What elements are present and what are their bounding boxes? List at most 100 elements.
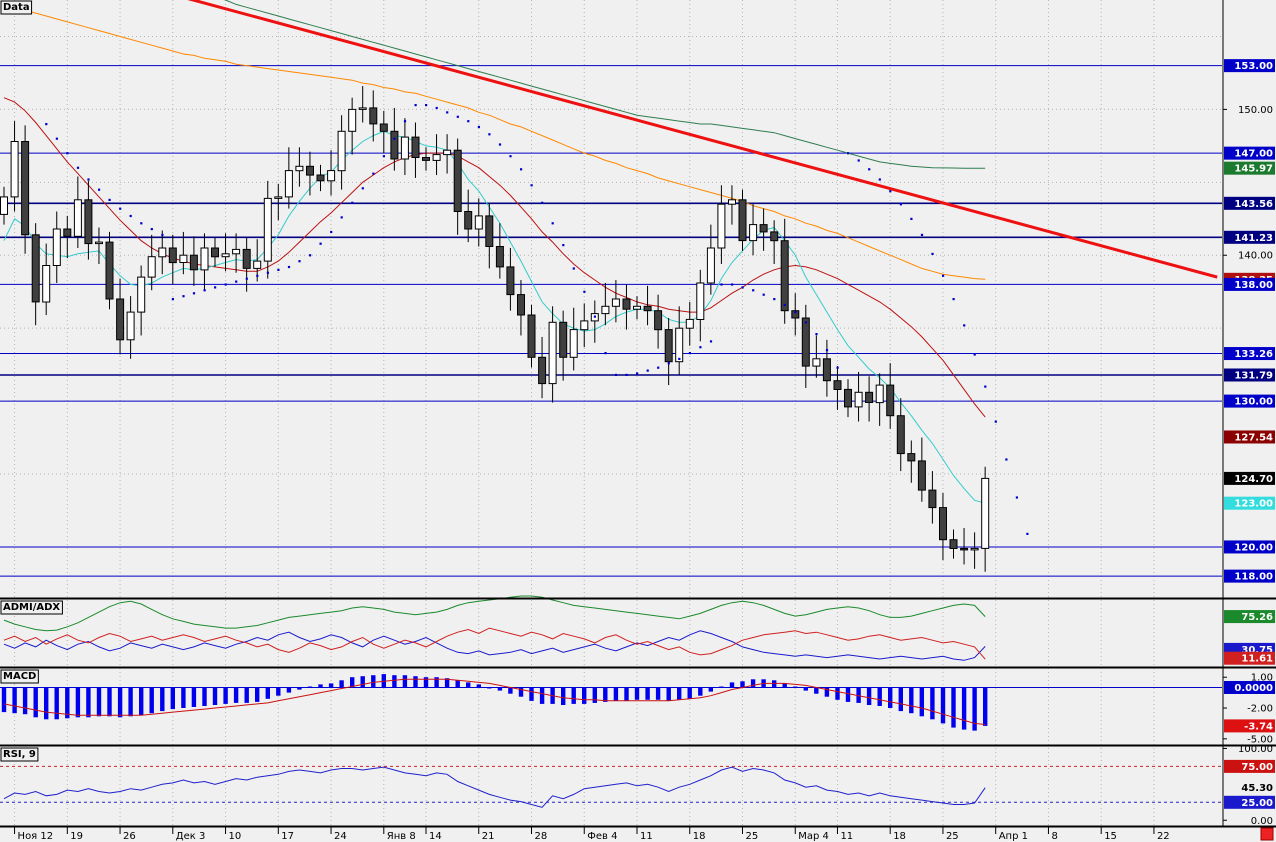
candle-body	[548, 321, 557, 385]
adx-value-label: 30.75	[1241, 645, 1273, 656]
candle-body	[274, 196, 283, 199]
candle-body	[907, 453, 916, 462]
rsi-line	[3, 766, 986, 808]
price-panel[interactable]	[0, 0, 1222, 577]
sar-dot	[351, 201, 354, 204]
macd-bar	[117, 687, 123, 718]
macd-bar	[877, 687, 882, 706]
time-axis-label: 22	[1157, 831, 1170, 842]
ma-long-line	[223, 0, 986, 169]
macd-bar	[592, 687, 597, 703]
candle-body	[939, 507, 947, 541]
candle-body	[559, 321, 568, 358]
price-axis: 150.00 140.00 153.00 147.00 145.97 143.56 141.…	[1223, 0, 1276, 842]
macd-panel[interactable]	[0, 674, 1222, 731]
time-axis-label: Мар 4	[798, 831, 829, 842]
candle-body	[569, 329, 578, 358]
candle-body	[801, 317, 810, 367]
sar-dot	[910, 217, 913, 220]
candle-body	[833, 380, 842, 391]
candle-body	[200, 247, 209, 271]
candle-body	[780, 240, 789, 312]
time-axis-label: 18	[893, 831, 906, 842]
candle-body	[232, 248, 241, 255]
candle-body	[960, 547, 969, 551]
sar-dot	[741, 286, 744, 289]
sar-dot	[678, 357, 681, 360]
macd-bar	[339, 680, 344, 688]
macd-bar	[286, 687, 292, 693]
price-level-label-bg	[1224, 394, 1275, 408]
price-level-label: 118.00	[1234, 572, 1273, 583]
candle-body	[928, 489, 937, 509]
adx-value-label-bg	[1224, 610, 1275, 624]
rsi-tick-label: 100.00	[1238, 744, 1273, 755]
candle-body	[422, 157, 430, 161]
macd-bar	[708, 687, 713, 692]
macd-bar	[655, 687, 661, 700]
macd-bar	[392, 675, 397, 688]
rsi-panel[interactable]	[0, 765, 1222, 808]
sar-dot	[899, 203, 902, 206]
candle-body	[875, 384, 884, 404]
price-level-label: 133.26	[1234, 349, 1273, 360]
candle-body	[770, 231, 779, 242]
sar-dot	[942, 274, 945, 277]
macd-bar	[350, 677, 355, 688]
sar-dot	[604, 352, 607, 355]
candle-body	[896, 415, 905, 455]
sar-dot	[340, 216, 343, 219]
candle-body	[116, 298, 125, 341]
macd-bar	[866, 687, 872, 705]
sar-dot	[836, 366, 839, 369]
candle-body	[654, 310, 663, 331]
sar-dot	[551, 222, 554, 225]
rsi-level-label-bg	[1224, 759, 1275, 773]
macd-bar	[297, 687, 302, 690]
candle-body	[464, 211, 473, 230]
macd-bar	[328, 683, 334, 688]
sar-dot	[372, 172, 375, 175]
sar-dot	[382, 155, 385, 158]
sar-dot	[488, 133, 491, 136]
macd-bar	[212, 687, 218, 705]
macd-bar	[255, 687, 260, 702]
candle-body	[253, 260, 262, 269]
price-level-label-bg	[1224, 277, 1275, 291]
macd-bar	[1, 687, 7, 713]
time-axis-label: 15	[1104, 831, 1117, 842]
time-axis-label: 14	[429, 831, 442, 842]
price-level-label: 131.79	[1234, 370, 1273, 381]
sar-dot	[446, 111, 449, 114]
macd-value-label-bg	[1224, 719, 1275, 733]
candle-body	[105, 241, 114, 300]
sar-dot	[1015, 496, 1018, 499]
macd-bar	[951, 687, 956, 728]
macd-bar	[423, 677, 429, 688]
candle-body	[527, 314, 536, 358]
macd-bar	[561, 687, 566, 705]
sar-dot	[920, 233, 924, 236]
candle-body	[295, 165, 304, 172]
sar-dot	[625, 373, 628, 376]
rsi-panel-title-box	[0, 747, 39, 762]
macd-bar	[624, 687, 629, 701]
sar-dot	[709, 340, 713, 343]
candle-body	[432, 154, 441, 161]
candle-body	[633, 305, 641, 310]
candle-body	[696, 282, 705, 320]
ma-slow-line	[3, 3, 986, 280]
macd-bar	[318, 684, 323, 688]
sar-dot	[889, 190, 892, 193]
sar-dot	[266, 271, 269, 274]
candle-body	[728, 199, 736, 205]
sar-dot	[688, 352, 691, 355]
sar-dot	[108, 198, 111, 201]
macd-bar	[824, 687, 830, 697]
sar-dot	[98, 188, 101, 191]
adx-value-label: 75.26	[1241, 612, 1273, 623]
sar-dot	[256, 274, 259, 277]
